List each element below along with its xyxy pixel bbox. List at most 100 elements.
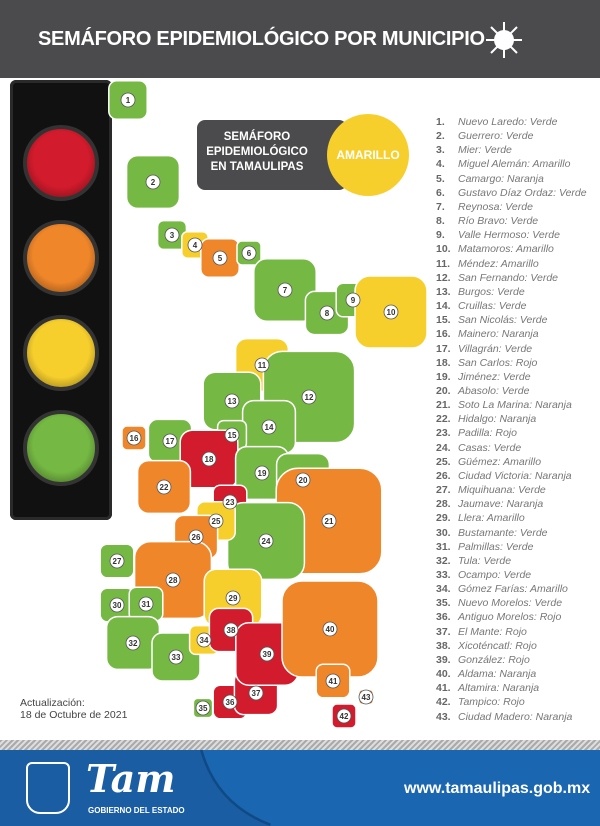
municipality-marker [164, 227, 180, 243]
list-text: González: Rojo [458, 653, 530, 666]
list-text: Reynosa: Verde [458, 200, 533, 213]
list-number: 6. [436, 186, 445, 199]
municipality-marker [212, 250, 228, 266]
municipality-number: 25 [212, 517, 221, 526]
list-number: 8. [436, 215, 445, 228]
list-item: 13. Burgos: Verde [436, 285, 587, 299]
list-text: Ciudad Madero: Naranja [458, 710, 573, 723]
municipality-number: 6 [247, 249, 252, 258]
list-text: Altamira: Naranja [458, 682, 540, 695]
list-number: 13. [436, 285, 451, 298]
list-item: 26. Ciudad Victoria: Naranja [436, 469, 587, 483]
list-number: 5. [436, 172, 445, 185]
municipality-marker [345, 292, 361, 308]
state-label-line2: EPIDEMIOLÓGICO [206, 146, 308, 158]
municipality-marker [223, 622, 239, 638]
list-number: 24. [436, 441, 451, 454]
list-number: 2. [436, 130, 445, 143]
municipality-number: 4 [193, 241, 198, 250]
list-item: 33. Ocampo: Verde [436, 568, 587, 582]
list-text: San Carlos: Rojo [458, 356, 538, 369]
municipality-number: 18 [205, 455, 214, 464]
list-item: 17. Villagrán: Verde [436, 342, 587, 356]
list-text: San Nicolás: Verde [458, 314, 548, 327]
municipality-number: 26 [192, 533, 201, 542]
list-number: 9. [436, 229, 445, 242]
municipality-marker [319, 305, 335, 321]
list-number: 35. [436, 597, 451, 610]
list-number: 21. [436, 399, 451, 412]
list-item: 18. San Carlos: Rojo [436, 356, 587, 370]
list-item: 29. Llera: Amarillo [436, 511, 587, 525]
list-item: 4. Miguel Alemán: Amarillo [436, 157, 587, 171]
list-item: 21. Soto La Marina: Naranja [436, 398, 587, 412]
municipality-number: 8 [325, 309, 330, 318]
list-number: 38. [436, 639, 451, 652]
municipality-marker [301, 389, 317, 405]
list-text: Tula: Verde [458, 554, 512, 567]
municipality-marker [162, 433, 178, 449]
list-item: 5. Camargo: Naranja [436, 172, 587, 186]
list-number: 33. [436, 569, 451, 581]
municipality-marker [187, 237, 203, 253]
list-number: 12. [436, 271, 451, 284]
list-text: Río Bravo: Verde [458, 215, 539, 228]
municipality-marker [259, 646, 275, 662]
virus-icon [486, 22, 522, 58]
municipality-marker [195, 700, 211, 716]
tam-logo: Tam [86, 756, 176, 801]
municipality-marker [196, 632, 212, 648]
page-title: SEMÁFORO EPIDEMIOLÓGICO POR MUNICIPIO [38, 28, 485, 50]
list-item: 1. Nuevo Laredo: Verde [436, 115, 587, 129]
list-text: Aldama: Naranja [458, 668, 537, 681]
municipality-number: 30 [113, 601, 122, 610]
list-number: 4. [436, 158, 445, 171]
list-item: 40. Aldama: Naranja [436, 667, 587, 681]
municipality-number: 28 [169, 576, 178, 585]
list-text: Soto La Marina: Naranja [458, 399, 572, 412]
state-label-line1: SEMÁFORO [223, 131, 291, 143]
list-number: 3. [436, 144, 445, 157]
municipality-number: 16 [130, 434, 139, 443]
yellow-light [23, 315, 99, 391]
list-number: 29. [436, 512, 451, 525]
municipality-number: 11 [258, 361, 267, 370]
list-item: 41. Altamira: Naranja [436, 681, 587, 695]
municipality-number: 32 [129, 639, 138, 648]
municipality-marker [165, 572, 181, 588]
website-link[interactable]: www.tamaulipas.gob.mx [404, 780, 591, 797]
list-number: 36. [436, 611, 451, 624]
list-number: 32. [436, 554, 451, 567]
list-item: 38. Xicoténcatl: Rojo [436, 639, 587, 653]
list-number: 10. [436, 243, 451, 256]
list-item: 12. San Fernando: Verde [436, 271, 587, 285]
list-item: 30. Bustamante: Verde [436, 526, 587, 540]
municipality-number: 43 [362, 693, 371, 702]
list-item: 19. Jiménez: Verde [436, 370, 587, 384]
municipality-number: 42 [340, 712, 349, 721]
municipality-number: 19 [258, 469, 267, 478]
municipality-number: 41 [329, 677, 338, 686]
municipality-number: 10 [387, 308, 396, 317]
municipality-number: 40 [326, 625, 335, 634]
list-text: Xicoténcatl: Rojo [458, 639, 537, 652]
list-number: 37. [436, 625, 451, 638]
list-text: Hidalgo: Naranja [458, 413, 537, 426]
municipality-number: 15 [228, 431, 237, 440]
list-text: Miquihuana: Verde [458, 484, 546, 497]
list-number: 1. [436, 116, 445, 128]
municipality-number: 38 [227, 626, 236, 635]
municipality-marker [322, 621, 338, 637]
municipality-marker [145, 174, 161, 190]
list-number: 41. [436, 682, 451, 695]
municipality-marker [258, 533, 274, 549]
list-text: Llera: Amarillo [458, 512, 525, 525]
list-number: 40. [436, 668, 451, 681]
list-item: 36. Antiguo Morelos: Rojo [436, 610, 587, 624]
list-item: 37. El Mante: Rojo [436, 625, 587, 639]
municipality-marker [168, 649, 184, 665]
municipality-marker [125, 635, 141, 651]
list-item: 34. Gómez Farías: Amarillo [436, 582, 587, 596]
